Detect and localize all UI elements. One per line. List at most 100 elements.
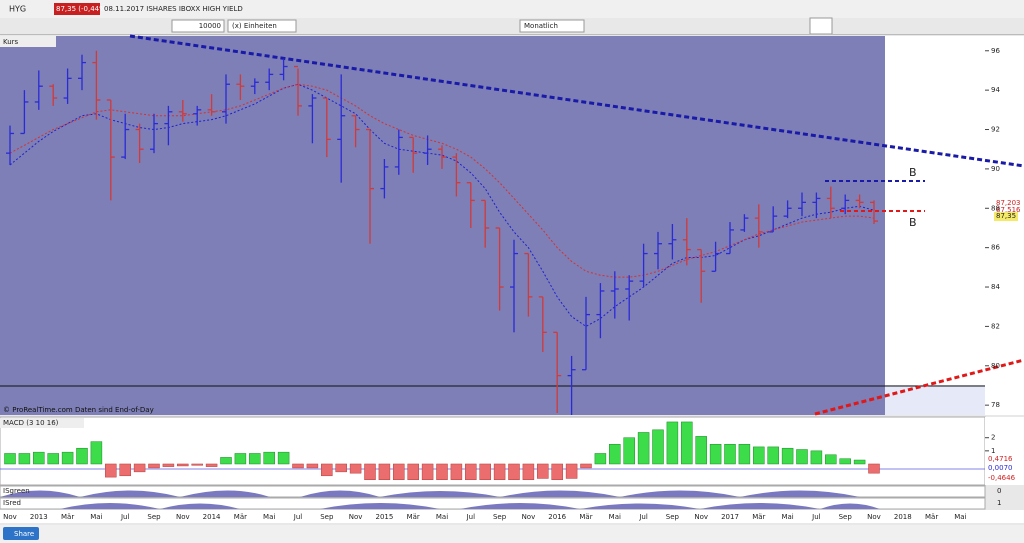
macd-panel bbox=[0, 416, 986, 486]
x-tick-label: Mär bbox=[61, 513, 74, 521]
trend-line bbox=[129, 34, 1024, 168]
histogram-bar bbox=[825, 454, 837, 465]
annotation: B bbox=[909, 166, 917, 179]
price-tag: 87,203 bbox=[996, 199, 1021, 207]
x-tick-label: Nov bbox=[176, 513, 190, 521]
x-tick-label: Mai bbox=[609, 513, 621, 521]
histogram-bar bbox=[249, 453, 261, 465]
x-axis bbox=[0, 510, 1024, 523]
histogram-bar bbox=[522, 463, 535, 480]
plot-area bbox=[0, 36, 885, 415]
x-tick-label: Sep bbox=[320, 513, 334, 521]
future-area bbox=[885, 36, 985, 415]
histogram-bar bbox=[695, 436, 707, 465]
histogram-bar bbox=[33, 451, 45, 465]
separator bbox=[0, 34, 1024, 35]
share-label: Share bbox=[14, 530, 34, 538]
histogram-bar bbox=[594, 453, 607, 465]
panel-header bbox=[0, 418, 84, 428]
y-tick-label: 78 bbox=[991, 401, 1000, 409]
histogram-bar bbox=[839, 458, 851, 465]
histogram-bar bbox=[292, 463, 304, 469]
histogram-bar bbox=[321, 463, 333, 477]
quantity-input[interactable] bbox=[171, 19, 225, 33]
histogram-bar bbox=[709, 444, 722, 465]
histogram-bar bbox=[177, 463, 189, 467]
histogram-bar bbox=[90, 441, 103, 465]
x-tick-label: Mär bbox=[579, 513, 592, 521]
histogram-bar bbox=[450, 463, 463, 480]
histogram-bar bbox=[738, 444, 751, 465]
x-tick-label: Jul bbox=[638, 513, 648, 521]
x-tick-label: Mär bbox=[925, 513, 938, 521]
histogram-bar bbox=[681, 421, 693, 465]
level-label: -0,4646 bbox=[988, 474, 1016, 482]
period-select[interactable] bbox=[519, 19, 585, 33]
share-button[interactable] bbox=[3, 527, 39, 540]
x-tick-label: Sep bbox=[147, 513, 161, 521]
panel-header bbox=[0, 36, 56, 47]
x-tick-label: Jul bbox=[811, 513, 821, 521]
histogram-bar bbox=[378, 463, 391, 480]
annotation: B bbox=[909, 216, 917, 229]
histogram-bar bbox=[565, 463, 578, 479]
axis-label: 1 bbox=[997, 499, 1001, 507]
histogram-bar bbox=[421, 463, 434, 480]
macd-axis bbox=[985, 417, 1024, 485]
price-tag-bg bbox=[985, 199, 1021, 208]
units-select[interactable] bbox=[227, 19, 297, 33]
y-tick-label: 96 bbox=[991, 47, 1000, 55]
histogram-bar bbox=[493, 463, 506, 480]
histogram-bar bbox=[637, 432, 650, 465]
axis-label: 0 bbox=[997, 487, 1001, 495]
chart-type-button[interactable] bbox=[809, 17, 833, 35]
period: Monatlich bbox=[524, 22, 558, 30]
histogram-bar bbox=[306, 463, 319, 469]
histogram-bar bbox=[61, 451, 74, 465]
x-tick-label: Mai bbox=[436, 513, 448, 521]
x-tick-label: Sep bbox=[493, 513, 507, 521]
symbol[interactable]: HYG bbox=[9, 5, 26, 14]
histogram-bar bbox=[508, 463, 520, 480]
y-tick-label: 92 bbox=[991, 126, 1000, 134]
histogram-bar bbox=[652, 429, 664, 465]
trend-line bbox=[814, 358, 1024, 416]
x-tick-label: 2018 bbox=[894, 513, 912, 521]
histogram-bar bbox=[191, 463, 203, 466]
price-tag-bg bbox=[994, 212, 1018, 221]
x-tick-label: Nov bbox=[3, 513, 17, 521]
quote-box bbox=[54, 3, 100, 15]
quantity: 10000 bbox=[199, 22, 221, 30]
price-axis bbox=[985, 36, 1024, 415]
panel-title: MACD (3 10 16) bbox=[3, 419, 59, 427]
histogram-bar bbox=[623, 437, 635, 465]
histogram-bar bbox=[781, 447, 794, 465]
histogram-bar bbox=[537, 463, 549, 479]
y-tick-label: 2 bbox=[991, 434, 995, 442]
x-tick-label: Mär bbox=[234, 513, 247, 521]
histogram-bar bbox=[105, 463, 117, 478]
bottom-bar bbox=[0, 525, 1024, 543]
panel-title: ISgreen bbox=[3, 487, 30, 495]
histogram-bar bbox=[753, 446, 765, 465]
histogram-bar bbox=[335, 463, 347, 473]
isgreen-wave bbox=[0, 490, 860, 497]
histogram-bar bbox=[364, 463, 376, 480]
histogram-bar bbox=[76, 447, 88, 465]
y-tick-label: 82 bbox=[991, 322, 1000, 330]
x-tick-label: Jul bbox=[120, 513, 130, 521]
histogram-bar bbox=[868, 463, 880, 474]
x-tick-label: Jul bbox=[466, 513, 476, 521]
histogram-bar bbox=[810, 450, 823, 465]
copyright: © ProRealTime.com Daten sind End-of-Day bbox=[3, 406, 154, 414]
y-tick-label: 88 bbox=[991, 204, 1000, 212]
x-tick-label: Sep bbox=[666, 513, 680, 521]
histogram-bar bbox=[133, 463, 146, 473]
x-tick-label: Nov bbox=[694, 513, 708, 521]
x-tick-label: Mai bbox=[263, 513, 275, 521]
histogram-bar bbox=[47, 453, 59, 465]
isred-wave bbox=[60, 503, 880, 509]
histogram-bar bbox=[263, 451, 275, 465]
histogram-bar bbox=[580, 463, 592, 469]
